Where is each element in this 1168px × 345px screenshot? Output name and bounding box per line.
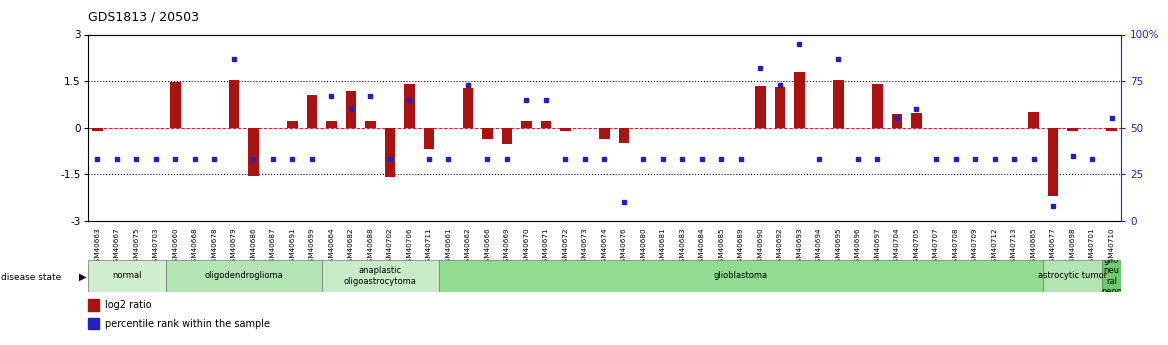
FancyBboxPatch shape [1043, 260, 1101, 292]
Text: oligodendroglioma: oligodendroglioma [204, 272, 283, 280]
Text: disease state: disease state [1, 273, 62, 282]
FancyBboxPatch shape [166, 260, 321, 292]
Bar [229, 79, 239, 128]
Text: astrocytic tumor: astrocytic tumor [1038, 272, 1107, 280]
Bar [424, 128, 434, 149]
Bar [833, 79, 843, 128]
Text: glioblastoma: glioblastoma [714, 272, 769, 280]
Bar [1068, 128, 1078, 131]
Bar [872, 84, 883, 128]
Bar [171, 82, 181, 128]
Bar [1106, 128, 1117, 131]
Bar [911, 113, 922, 128]
FancyBboxPatch shape [88, 260, 166, 292]
Text: ▶: ▶ [79, 272, 86, 282]
Bar [287, 121, 298, 128]
Bar [774, 87, 785, 128]
Text: GDS1813 / 20503: GDS1813 / 20503 [88, 10, 199, 23]
Bar [755, 86, 766, 128]
FancyBboxPatch shape [439, 260, 1043, 292]
Bar [384, 128, 395, 177]
Bar [326, 120, 336, 128]
Text: glio
neu
ral
neop: glio neu ral neop [1101, 256, 1122, 296]
Bar [541, 121, 551, 128]
Bar [366, 121, 376, 128]
Bar [92, 128, 103, 131]
Bar [501, 128, 513, 144]
FancyBboxPatch shape [1101, 260, 1121, 292]
Bar [794, 72, 805, 128]
Text: log2 ratio: log2 ratio [105, 300, 152, 310]
Bar [619, 128, 630, 143]
Bar [404, 83, 415, 128]
Bar [482, 128, 493, 139]
Text: normal: normal [112, 272, 141, 280]
Bar [521, 121, 531, 128]
Bar [346, 91, 356, 128]
Text: anaplastic
oligoastrocytoma: anaplastic oligoastrocytoma [343, 266, 417, 286]
Bar [248, 128, 259, 176]
Bar [306, 95, 318, 128]
Text: percentile rank within the sample: percentile rank within the sample [105, 319, 270, 329]
Bar [891, 114, 903, 128]
Bar [1028, 112, 1038, 128]
Bar [561, 128, 571, 131]
Bar [463, 88, 473, 128]
Bar [599, 128, 610, 139]
Bar [1048, 128, 1058, 196]
FancyBboxPatch shape [321, 260, 439, 292]
